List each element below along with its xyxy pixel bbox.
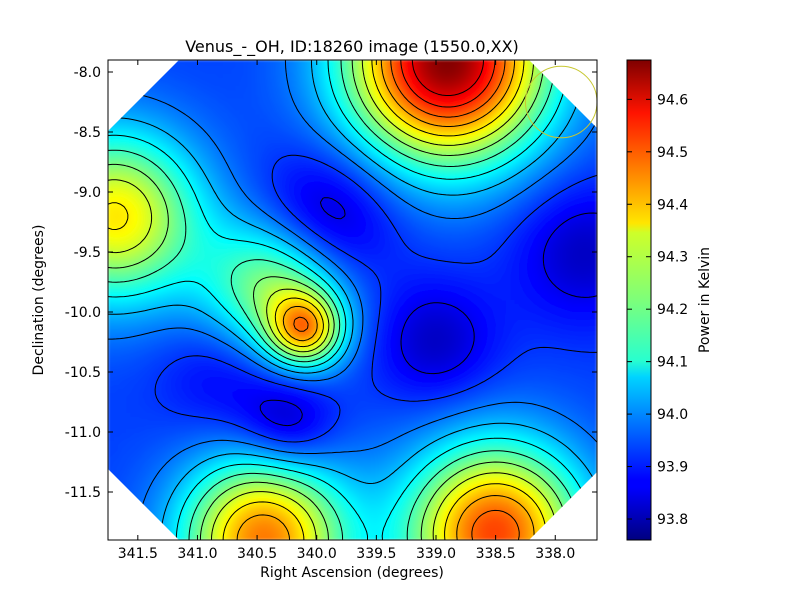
x-tick-label: 340.5 [237,546,277,562]
colorbar-ticks: 93.8 93.9 94.0 94.1 94.2 94.3 94.4 94.5 94.6 [627,92,688,528]
contour-line [259,197,597,427]
colorbar-tick-label: 94.1 [657,355,688,371]
plot-frame [107,59,598,541]
y-tick-label: -10.0 [65,305,101,321]
y-tick-label: -8.5 [74,125,101,141]
y-tick-label: -10.5 [65,365,101,381]
contour-line [154,154,597,443]
x-tick-label: 341.0 [177,546,217,562]
colorbar-tick-label: 94.4 [657,197,688,213]
contour-line [293,60,520,540]
colorbar-tick-label: 94.6 [657,92,688,108]
y-tick-label: -11.5 [65,485,101,501]
x-tick-label: 339.5 [356,546,396,562]
colorbar-tick-label: 94.5 [657,145,688,161]
x-axis-ticks: 341.5 341.0 340.5 340.0 339.5 339.0 338.5 338.0 [118,60,575,562]
contour-line [108,60,580,540]
plot-area: 341.5 341.0 340.5 340.0 339.5 339.0 338.5 338.0… [65,59,598,562]
colorbar-tick-label: 94.3 [657,250,688,266]
contour-line [108,60,569,540]
colorbar-tick-label: 93.9 [657,460,688,476]
y-axis-ticks: -8.0 -8.5 -9.0 -9.5 -10.0 -10.5 -11.0 -11.5 [65,65,597,501]
contour-line [400,60,496,108]
y-axis-label: Declination (degrees) [31,225,47,376]
colorbar-tick-label: 93.8 [657,512,688,528]
contour-line [108,60,547,540]
contour-line [108,60,597,540]
colorbar-label: Power in Kelvin [697,247,713,353]
y-tick-label: -8.0 [74,65,101,81]
y-tick-label: -11.0 [65,425,101,441]
x-tick-label: 338.0 [535,546,575,562]
contour-lines [108,60,597,540]
colorbar-gradient [626,59,652,541]
colorbar: 93.8 93.9 94.0 94.1 94.2 94.3 94.4 94.5 94.6 Pow… [626,59,713,541]
x-axis-label: Right Ascension (degrees) [260,565,444,581]
contour-line [108,60,597,540]
y-tick-label: -9.5 [74,245,101,261]
heatmap-image [108,60,597,540]
x-tick-label: 339.0 [416,546,456,562]
colorbar-tick-label: 94.2 [657,302,688,318]
x-tick-label: 338.5 [476,546,516,562]
y-tick-label: -9.0 [74,185,101,201]
contour-line [108,60,558,540]
colorbar-tick-label: 94.0 [657,407,688,423]
contour-line [108,60,593,540]
heatmap-raster [108,60,597,540]
x-tick-label: 341.5 [118,546,158,562]
contour-line [236,60,535,540]
contour-line [411,60,484,96]
chart-title: Venus_-_OH, ID:18260 image (1550.0,XX) [185,37,519,57]
x-tick-label: 340.0 [297,546,337,562]
